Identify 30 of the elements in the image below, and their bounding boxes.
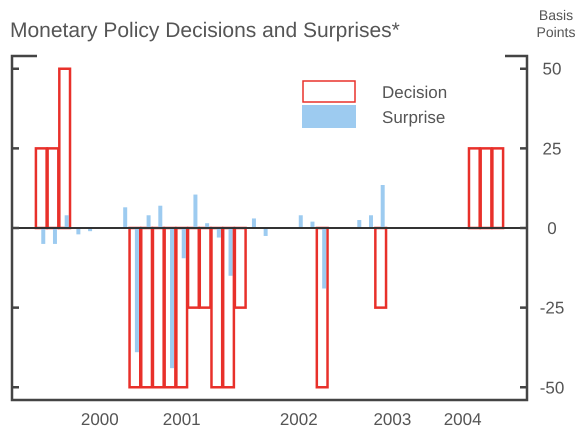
bar (374, 226, 388, 309)
y-tick-label: 25 (542, 139, 562, 158)
bar (228, 228, 233, 276)
bar (368, 215, 373, 228)
bar (380, 185, 385, 228)
y-tick-label: -50 (540, 378, 564, 398)
x-tick-label: 2003 (373, 410, 412, 429)
legend-label: Decision (382, 83, 448, 102)
y-tick-label: 0 (547, 219, 557, 238)
x-tick-label: 2002 (280, 410, 318, 429)
bar (322, 228, 326, 289)
y-tick-label: 50 (542, 60, 562, 79)
bar (298, 215, 303, 228)
bar (193, 194, 198, 228)
bar (170, 228, 174, 368)
legend-label: Surprise (382, 108, 446, 127)
bar (182, 228, 186, 258)
bar (134, 228, 139, 352)
bar (146, 215, 151, 228)
bar (158, 206, 162, 228)
bar (41, 228, 46, 244)
x-tick-label: 2000 (80, 410, 119, 429)
chart-title: Monetary Policy Decisions and Surprises* (10, 19, 400, 42)
y-axis-title: Basis Points (536, 7, 576, 40)
bar (52, 228, 57, 244)
x-tick-label: 2001 (162, 410, 201, 429)
x-tick-label: 2004 (444, 410, 482, 429)
y-tick-label: -25 (540, 298, 564, 318)
bar (123, 207, 128, 228)
bar (64, 215, 69, 228)
